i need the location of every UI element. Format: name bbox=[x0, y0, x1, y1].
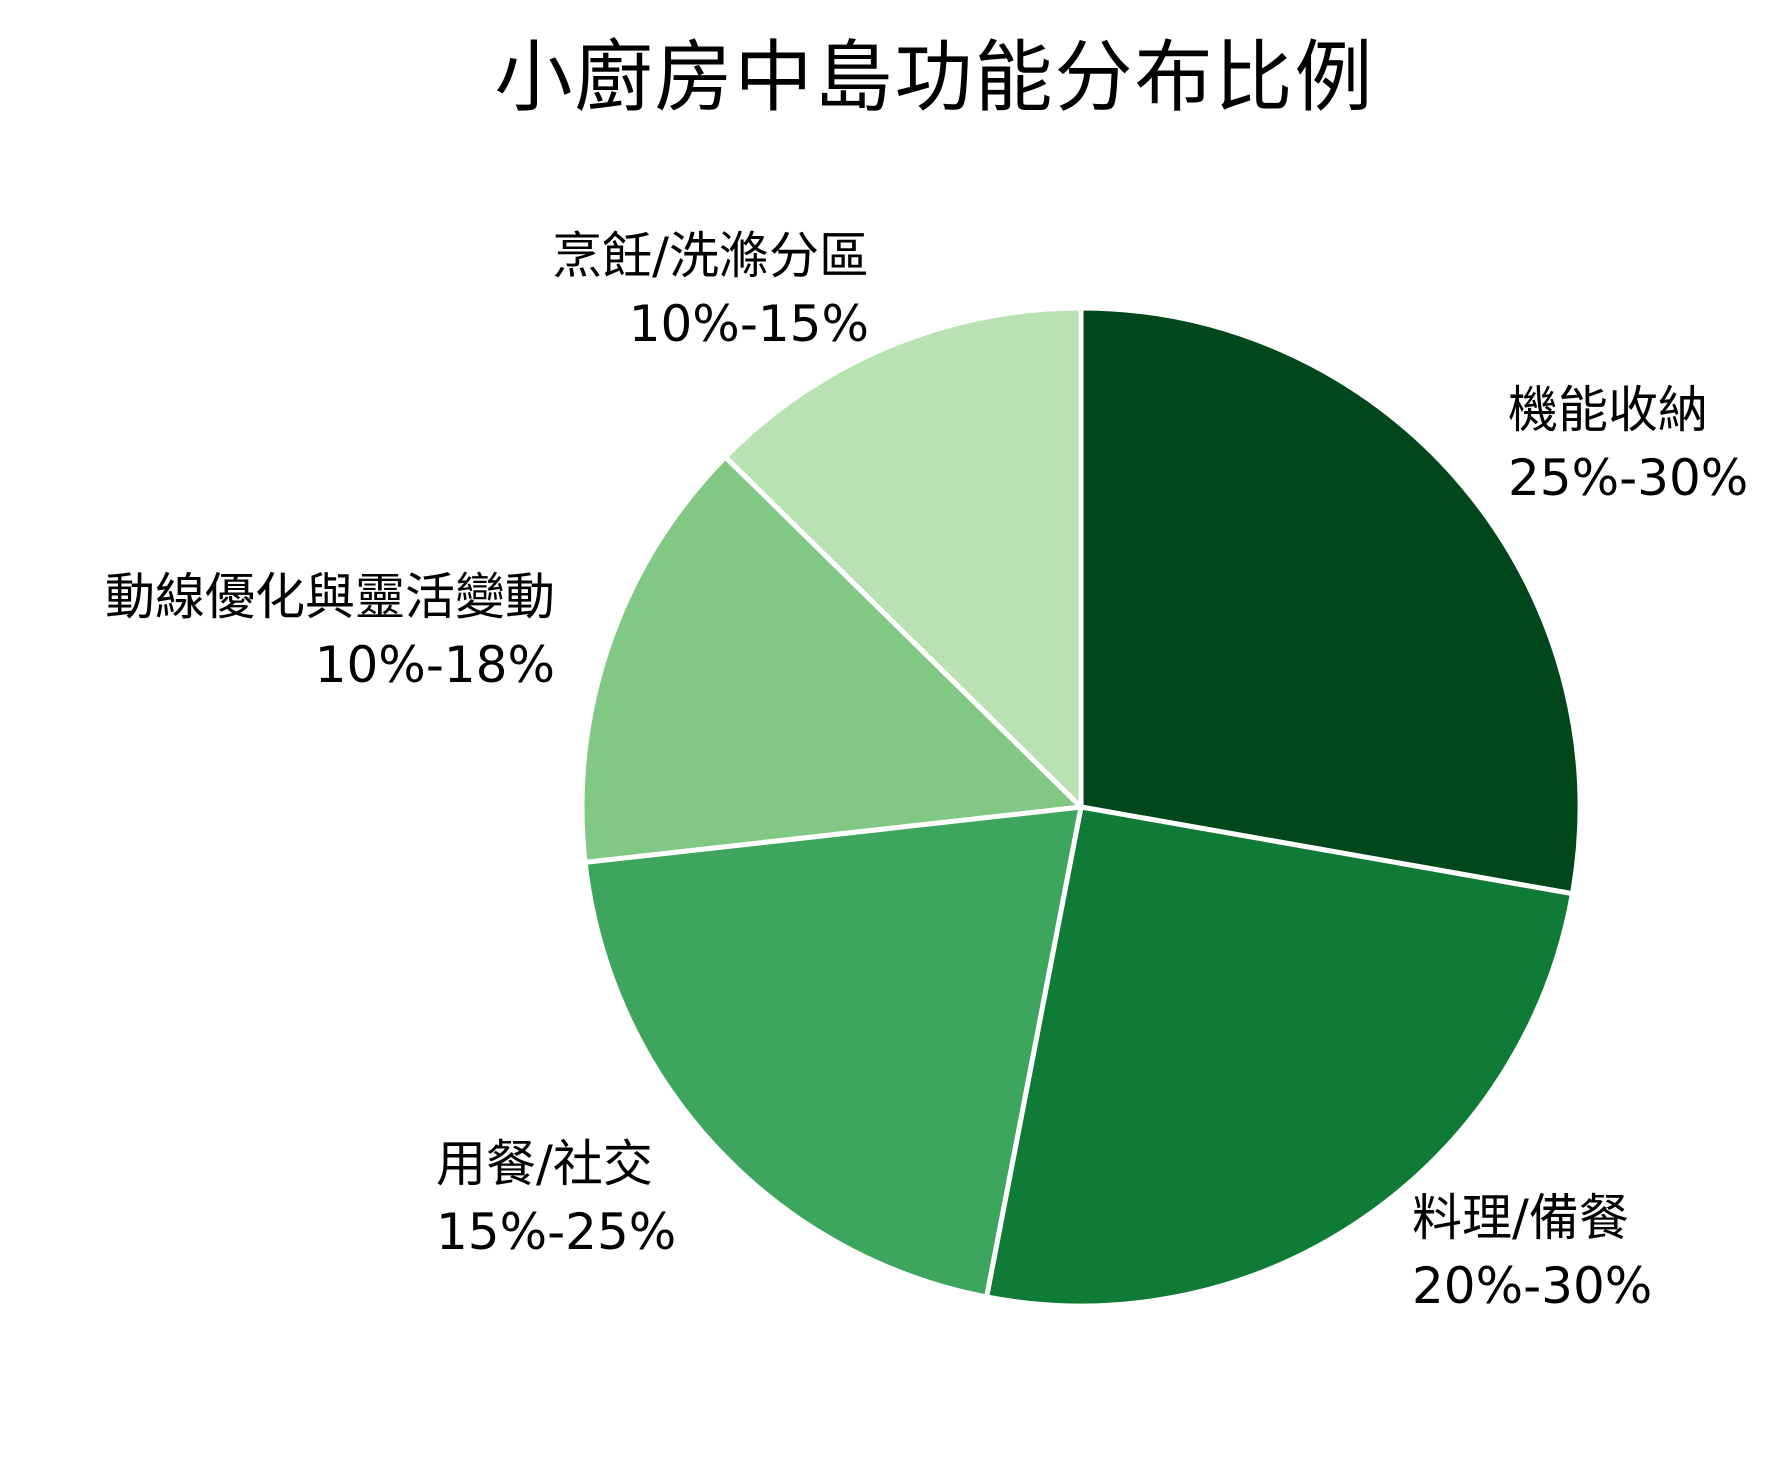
pie-slices bbox=[579, 305, 1583, 1309]
slice-label-range: 10%-15% bbox=[628, 295, 869, 353]
slice-label-dining: 用餐/社交 15%-25% bbox=[436, 1130, 676, 1266]
pie-slice bbox=[582, 804, 1084, 1300]
pie-slice bbox=[984, 804, 1575, 1309]
slice-label-name: 用餐/社交 bbox=[436, 1135, 653, 1193]
pie-slice bbox=[1078, 305, 1583, 897]
pie-slice bbox=[579, 454, 1084, 865]
slice-label-range: 10%-18% bbox=[314, 636, 555, 694]
slice-label-name: 動線優化與靈活變動 bbox=[105, 568, 555, 626]
slice-label-range: 25%-30% bbox=[1508, 449, 1749, 507]
slice-label-range: 15%-25% bbox=[436, 1203, 677, 1261]
slice-label-name: 機能收納 bbox=[1508, 381, 1708, 439]
pie-slice bbox=[722, 305, 1084, 810]
slice-label-storage: 機能收納 25%-30% bbox=[1508, 376, 1748, 512]
slice-label-flow: 動線優化與靈活變動 10%-18% bbox=[105, 563, 555, 699]
slice-label-range: 20%-30% bbox=[1412, 1257, 1653, 1315]
chart-title: 小廚房中島功能分布比例 bbox=[494, 33, 1375, 123]
slice-label-cooking: 烹飪/洗滌分區 10%-15% bbox=[552, 222, 869, 358]
slice-label-name: 料理/備餐 bbox=[1412, 1189, 1629, 1247]
slice-label-name: 烹飪/洗滌分區 bbox=[552, 227, 869, 285]
slice-label-prep: 料理/備餐 20%-30% bbox=[1412, 1184, 1652, 1320]
